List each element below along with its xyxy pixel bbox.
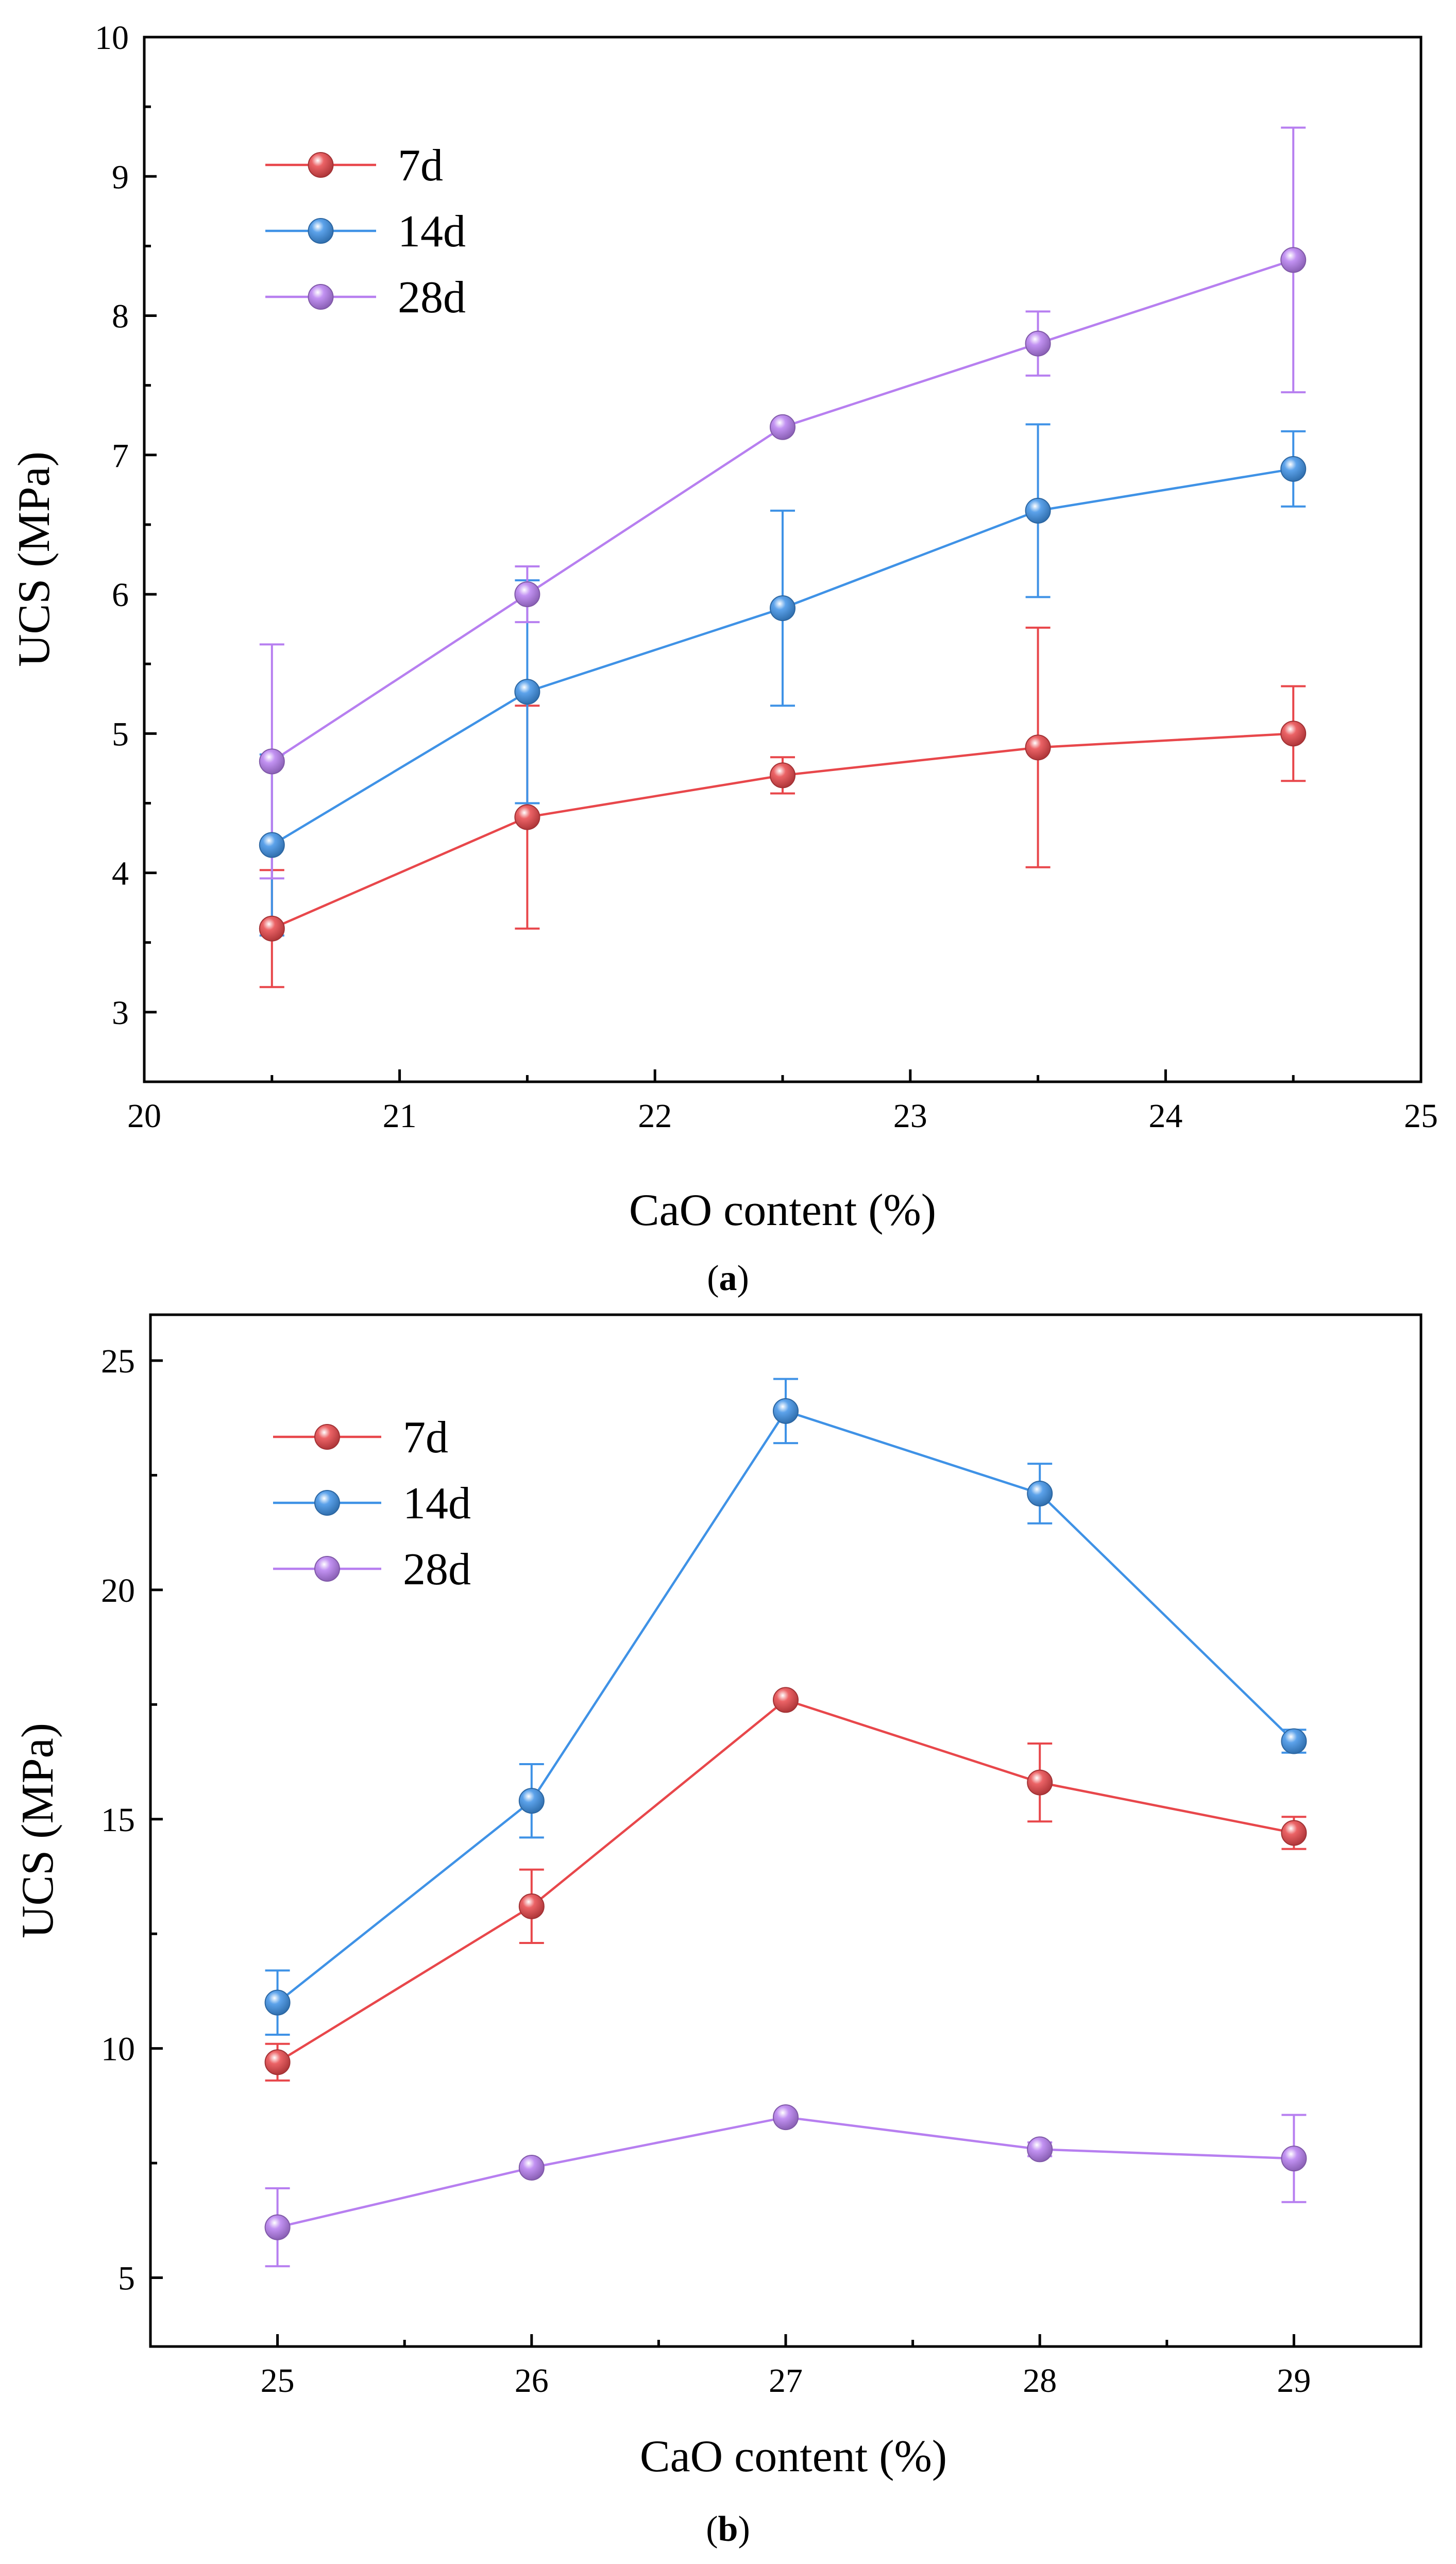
- y-tick-label: 15: [101, 1801, 135, 1839]
- x-tick-label: 21: [383, 1097, 417, 1135]
- data-point-28d: [259, 748, 285, 775]
- y-axis-title: UCS (MPa): [13, 1723, 63, 1938]
- legend-marker-28d: [314, 1556, 340, 1582]
- data-markers: [259, 247, 1307, 942]
- x-tick-label: 27: [769, 2362, 803, 2400]
- axis-ticks: 20 21 22 23 24 25 3 4 5 6 7 8 9 10: [95, 19, 1438, 1135]
- y-tick-label: 25: [101, 1343, 135, 1380]
- data-point-28d: [264, 2214, 291, 2240]
- legend-marker-14d: [314, 1490, 340, 1516]
- data-point-28d: [1281, 2146, 1307, 2172]
- data-point-7d: [259, 915, 285, 942]
- x-tick-label: 25: [1404, 1097, 1438, 1135]
- data-point-7d: [1027, 1769, 1053, 1796]
- data-markers: [264, 1398, 1307, 2240]
- data-point-7d: [264, 2049, 291, 2075]
- y-tick-label: 5: [112, 715, 129, 753]
- data-point-14d: [264, 1989, 291, 2016]
- legend-marker-7d: [308, 152, 334, 178]
- x-axis-title: CaO content (%): [640, 2432, 947, 2482]
- panel-label-a: (a): [707, 1259, 749, 1298]
- x-tick-label: 25: [261, 2362, 295, 2400]
- chart-panel-b: 25 26 27 28 29 5 10 15 20 25 7d 14d 28d CaO content…: [13, 1313, 1423, 2549]
- x-axis-title: CaO content (%): [629, 1185, 936, 1235]
- data-point-7d: [773, 1687, 799, 1713]
- legend-label-28d: 28d: [398, 273, 466, 323]
- data-point-14d: [518, 1788, 545, 1814]
- legend-marker-14d: [308, 218, 334, 244]
- axis-ticks: 25 26 27 28 29 5 10 15 20 25: [101, 1343, 1311, 2400]
- legend-marker-28d: [308, 284, 334, 310]
- y-tick-label: 20: [101, 1572, 135, 1610]
- y-tick-label: 7: [112, 437, 129, 475]
- y-tick-label: 5: [118, 2260, 135, 2298]
- chart-panel-a: 20 21 22 23 24 25 3 4 5 6 7 8 9 10 7d 14d 28d CaO conte…: [9, 19, 1438, 1298]
- x-tick-label: 22: [638, 1097, 672, 1135]
- data-point-7d: [514, 804, 540, 830]
- y-tick-label: 9: [112, 158, 129, 196]
- data-point-28d: [1025, 330, 1051, 357]
- x-tick-label: 29: [1277, 2362, 1311, 2400]
- y-tick-label: 8: [112, 298, 129, 336]
- y-tick-label: 4: [112, 855, 129, 893]
- data-point-14d: [1027, 1481, 1053, 1507]
- y-tick-label: 3: [112, 994, 129, 1032]
- data-point-7d: [770, 762, 795, 789]
- y-tick-label: 10: [101, 2031, 135, 2068]
- data-point-14d: [1025, 497, 1051, 524]
- data-point-28d: [1027, 2136, 1053, 2163]
- x-tick-label: 20: [127, 1097, 161, 1135]
- data-point-28d: [770, 414, 795, 440]
- data-point-14d: [514, 679, 540, 705]
- data-point-7d: [1280, 720, 1307, 747]
- data-point-14d: [1281, 1728, 1307, 1754]
- y-tick-label: 10: [95, 19, 129, 57]
- data-point-28d: [1280, 247, 1307, 273]
- x-tick-label: 24: [1148, 1097, 1182, 1135]
- legend: 7d 14d 28d: [273, 1413, 471, 1595]
- y-tick-label: 6: [112, 576, 129, 614]
- y-axis-title: UCS (MPa): [9, 451, 59, 667]
- data-point-7d: [1025, 734, 1051, 761]
- legend-label-28d: 28d: [403, 1545, 471, 1595]
- legend-marker-7d: [314, 1424, 340, 1450]
- data-point-7d: [518, 1893, 545, 1919]
- legend-label-7d: 7d: [403, 1413, 448, 1463]
- data-point-28d: [514, 581, 540, 608]
- x-tick-label: 28: [1023, 2362, 1057, 2400]
- legend-label-7d: 7d: [398, 141, 443, 191]
- x-tick-label: 23: [893, 1097, 927, 1135]
- data-point-28d: [773, 2104, 799, 2131]
- data-point-7d: [1281, 1820, 1307, 1846]
- data-point-14d: [770, 595, 795, 622]
- legend-label-14d: 14d: [398, 207, 466, 257]
- legend: 7d 14d 28d: [265, 141, 466, 323]
- legend-label-14d: 14d: [403, 1479, 471, 1529]
- panel-label-b: (b): [706, 2509, 750, 2549]
- data-point-28d: [518, 2154, 545, 2181]
- data-point-14d: [1280, 456, 1307, 482]
- data-point-14d: [259, 832, 285, 858]
- x-tick-label: 26: [515, 2362, 549, 2400]
- data-point-14d: [773, 1398, 799, 1424]
